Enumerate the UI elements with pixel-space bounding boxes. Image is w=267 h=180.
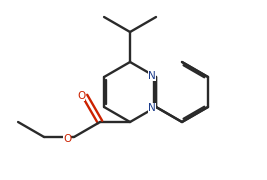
Text: O: O — [77, 91, 85, 101]
Text: O: O — [63, 134, 71, 144]
Text: N: N — [148, 71, 156, 81]
Text: N: N — [148, 103, 156, 113]
